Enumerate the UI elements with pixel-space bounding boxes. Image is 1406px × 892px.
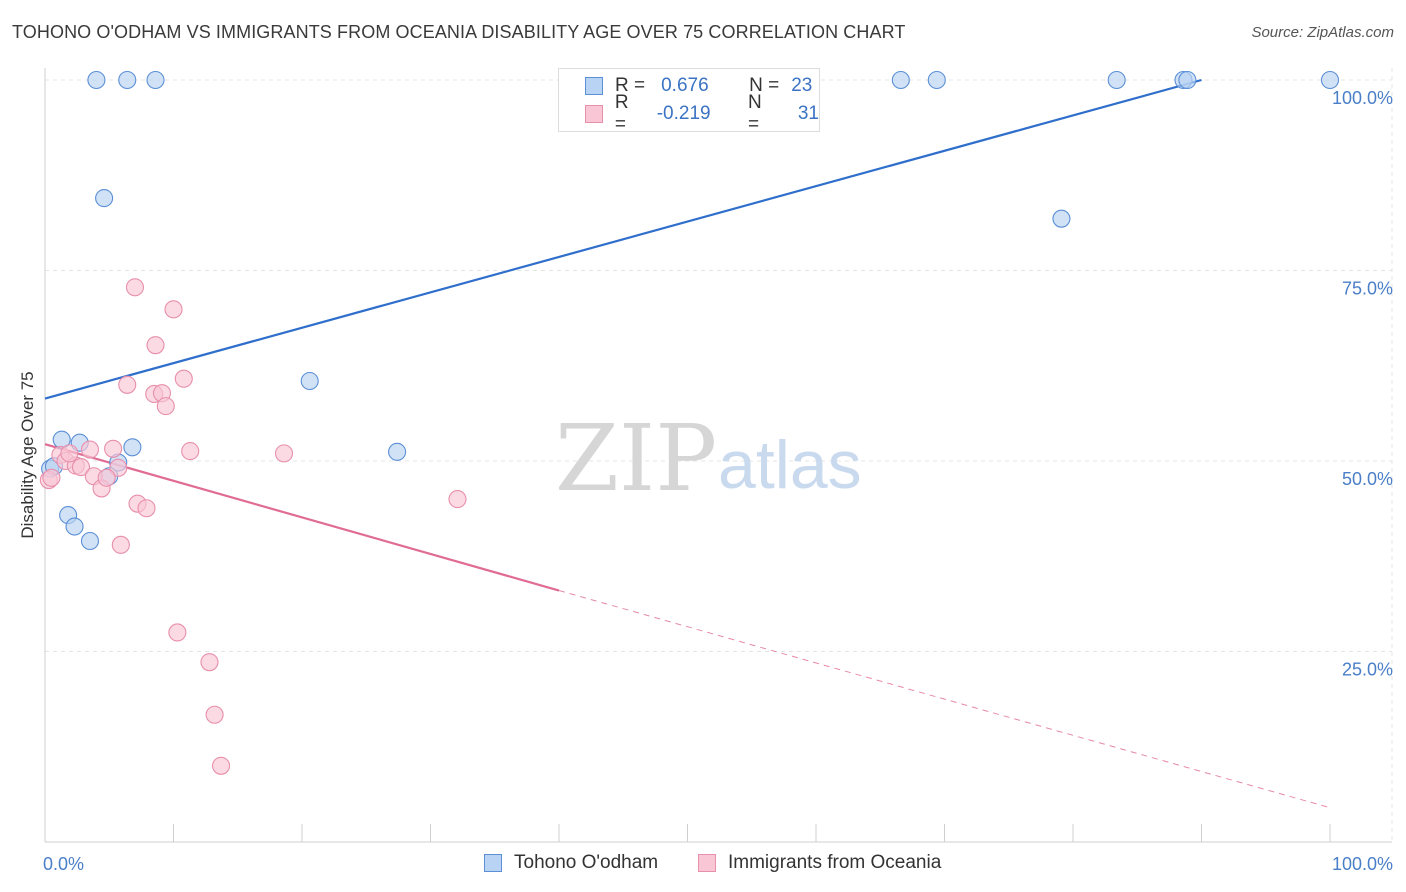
point-blue <box>388 442 407 461</box>
y-tick-label: 25.0% <box>1342 660 1393 680</box>
legend-n-value: 23 <box>791 75 813 96</box>
point-pink <box>125 278 144 297</box>
point-pink <box>60 444 79 463</box>
point-blue <box>1107 70 1126 90</box>
point-pink <box>137 499 156 518</box>
legend-swatch-pink <box>698 854 716 872</box>
x-tick-label-min: 0.0% <box>43 854 84 874</box>
point-pink <box>97 468 116 487</box>
point-blue <box>95 189 114 208</box>
point-blue <box>118 70 137 90</box>
trend-line-pink <box>44 443 560 592</box>
trend-line-blue <box>44 78 1202 400</box>
trend-line-extension-pink <box>558 590 1331 809</box>
point-pink <box>71 458 91 477</box>
point-pink <box>211 756 231 775</box>
legend-label-oceania: Immigrants from Oceania <box>728 852 942 873</box>
point-blue <box>146 70 165 90</box>
legend-r-value: -0.219 <box>656 103 711 124</box>
legend-n-label: N = <box>749 75 780 96</box>
data-points <box>39 70 1340 775</box>
point-pink <box>104 439 123 458</box>
point-pink <box>42 468 61 487</box>
x-tick-label-max: 100.0% <box>1332 854 1393 874</box>
point-blue <box>1178 70 1197 90</box>
point-pink <box>111 535 130 554</box>
y-tick-label: 100.0% <box>1332 88 1393 108</box>
point-pink <box>274 444 294 463</box>
point-pink <box>181 442 200 461</box>
point-pink <box>118 375 137 394</box>
watermark-zip: ZIP <box>555 405 717 512</box>
point-blue <box>300 371 319 391</box>
legend-n-value: 31 <box>797 103 819 124</box>
point-pink <box>80 440 100 459</box>
legend-r-label: R = <box>614 92 629 135</box>
y-tick-labels: 25.0% 50.0% 75.0% 100.0% <box>1332 88 1393 680</box>
point-pink <box>156 397 175 416</box>
point-blue <box>891 70 910 90</box>
point-pink <box>164 300 183 319</box>
legend-row-blue: R = 0.676 N = 23 <box>585 73 812 99</box>
legend-r-label: R = <box>615 75 646 96</box>
series-legend: Tohono O'odham Immigrants from Oceania <box>0 852 1406 876</box>
legend-swatch-blue <box>585 77 603 95</box>
point-blue <box>1320 70 1340 90</box>
point-blue <box>80 531 100 551</box>
point-blue <box>1052 209 1071 228</box>
point-pink <box>200 653 219 672</box>
legend-row-pink: R = -0.219 N = 31 <box>585 92 819 135</box>
point-pink <box>109 458 128 477</box>
legend-swatch-pink <box>585 105 603 123</box>
legend-r-value: 0.676 <box>661 75 709 96</box>
legend-item-tohono: Tohono O'odham <box>484 852 658 874</box>
point-blue <box>123 438 142 457</box>
legend-label-tohono: Tohono O'odham <box>514 852 659 873</box>
source-label: Source: ZipAtlas.com <box>1251 24 1394 41</box>
point-pink <box>168 623 187 642</box>
trend-lines <box>44 78 1331 809</box>
y-tick-label: 75.0% <box>1342 279 1393 299</box>
axes <box>44 68 1392 843</box>
point-pink <box>146 336 165 355</box>
point-blue <box>65 517 84 536</box>
chart-title: TOHONO O'ODHAM VS IMMIGRANTS FROM OCEANI… <box>12 22 906 42</box>
x-tick-labels: 0.0% 100.0% <box>43 854 1393 874</box>
watermark: ZIP atlas <box>555 405 862 512</box>
legend-item-oceania: Immigrants from Oceania <box>698 852 941 874</box>
point-pink <box>448 490 467 509</box>
point-blue <box>927 70 946 90</box>
stats-legend: R = 0.676 N = 23 R = -0.219 N = 31 <box>558 68 820 135</box>
legend-swatch-blue <box>484 854 502 872</box>
point-blue <box>87 70 106 90</box>
point-pink <box>205 705 224 724</box>
watermark-atlas: atlas <box>718 427 862 503</box>
point-pink <box>174 369 193 388</box>
legend-n-label: N = <box>748 92 762 135</box>
y-tick-label: 50.0% <box>1342 469 1393 489</box>
gridlines <box>45 68 1393 842</box>
